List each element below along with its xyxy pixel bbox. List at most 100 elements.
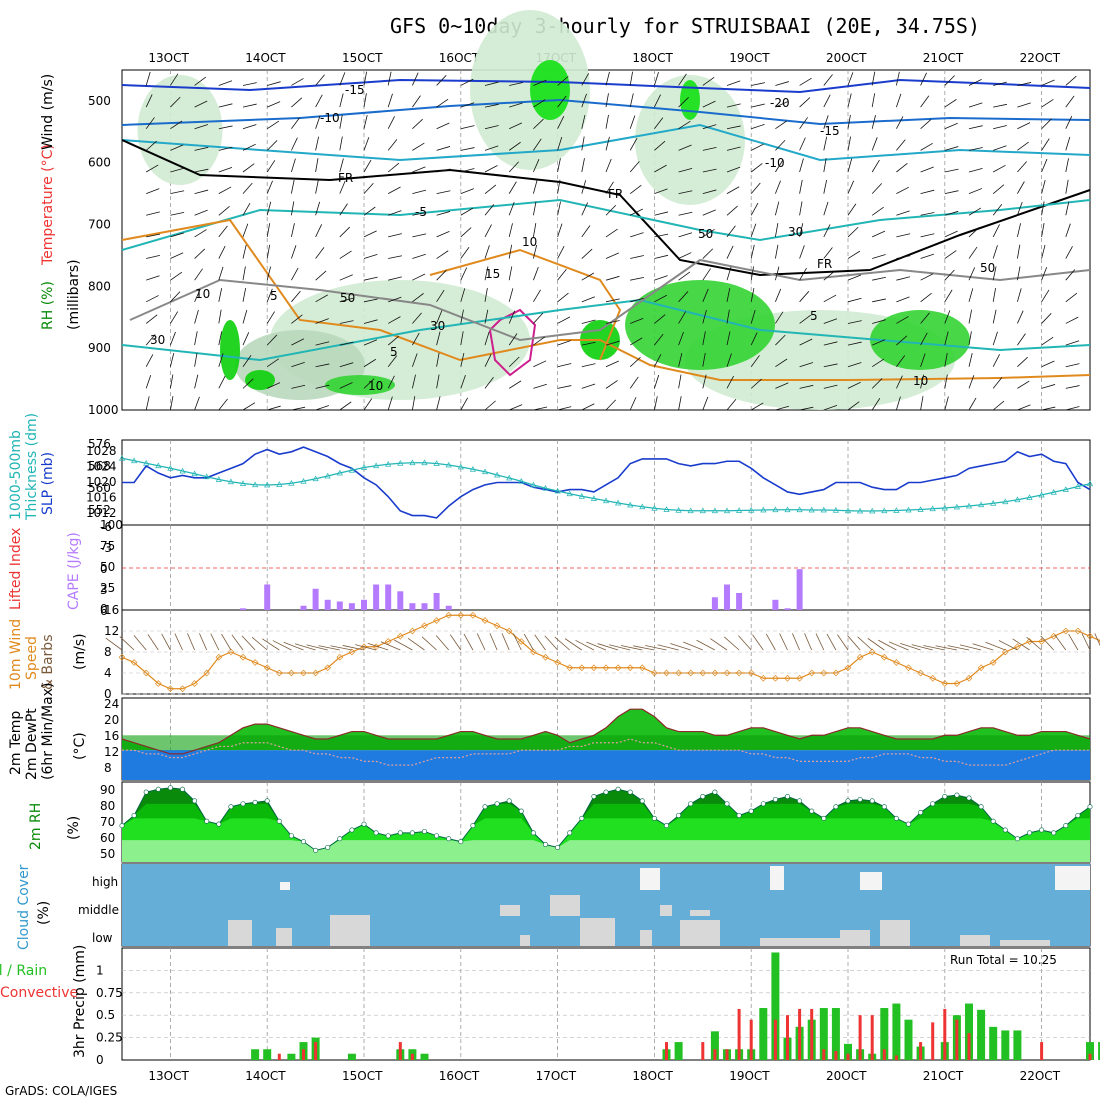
surface-wind-barb [1026,636,1042,651]
precip-conv-bar [725,1049,729,1060]
surface-wind-barb [657,644,679,651]
wind-barb [847,297,862,303]
wind-barb [218,103,233,108]
rh-marker [627,789,633,795]
rh-marker [966,795,972,801]
rh-marker [639,798,645,804]
wind-barb [678,167,693,173]
wind-barb [460,188,475,195]
wind-barb [146,255,160,259]
wind-speed-marker [227,648,235,656]
wind-barb [872,230,886,238]
thickness-marker [736,507,743,513]
wind-barb [968,288,974,302]
chart-title: GFS 0~10day 3-hourly for STRUISBAAI (20E… [390,14,980,38]
wind-speed-marker [505,627,513,635]
wind-barb [1041,223,1045,237]
wind-barb [291,158,296,173]
wind-barb [992,266,997,281]
surface-wind-barb [147,634,159,651]
wind-barb [194,168,209,173]
pressure-tick: 1000 [88,403,119,417]
wind-barb [242,163,255,173]
contour-label: -15 [345,83,365,97]
wind-barb [412,312,422,324]
wind-barb [146,295,159,303]
wind-barb [823,318,838,324]
top-date-label: 21OCT [923,51,964,65]
wind-barb [944,75,955,86]
rh-marker [313,847,319,853]
wind-barb [896,186,910,194]
rh-marker [724,801,730,807]
wind-barb [823,158,827,173]
thickness-marker [433,460,440,466]
surface-wind-barb [272,640,292,651]
wind-barb [170,96,181,108]
wind-barb [460,288,466,302]
precip-conv-bar [701,1042,705,1060]
wind-speed-marker [300,669,307,677]
rh-marker [1063,823,1069,829]
wind-speed-marker [263,664,271,672]
surface-wind-barb [1054,634,1067,651]
wind-speed-marker [965,674,973,682]
wind-barb [436,331,441,346]
rh-marker [700,794,706,800]
wind-barb [750,378,762,389]
wind-barb [654,94,661,108]
wind-barb [1041,118,1052,130]
wind-barb [968,267,976,281]
wind-speed-marker [457,611,465,619]
wind-barb [146,211,160,216]
wind-barb [896,162,908,173]
wind-barb [388,296,402,303]
contour-label: -10 [765,156,785,170]
wind-barb [751,103,765,108]
surface-wind-barb [330,645,352,651]
wind-barb [194,352,198,367]
wind-barb [896,139,906,151]
wind-barb [944,99,957,108]
rh-marker [143,789,149,795]
rh-marker [458,839,464,845]
wind-barb [266,266,271,281]
wind-barb [508,181,517,194]
surface-wind-barb [847,635,861,651]
wind-barb [678,291,689,303]
precip-total-bar [819,1008,828,1060]
surface-wind-barb [710,638,728,651]
wind-speed-marker [747,669,755,677]
wind-barb [412,293,424,303]
wind-barb [266,180,273,194]
wind-barb [1017,288,1022,302]
low-cloud-block [840,930,870,946]
wind-barb [291,267,299,281]
rh-marker [421,828,427,834]
wind-barb [920,189,935,195]
wind-barb [412,332,420,346]
surface-wind-barb [231,634,244,651]
wind-barb [291,245,297,259]
contour-line [121,198,1091,251]
wind-barb [775,81,789,86]
wind-barb [388,255,403,259]
wind-barb [363,276,378,281]
wind-barb [509,404,523,411]
wind-barb [291,384,306,389]
rh-marker [809,808,815,814]
surface-wind-barb [342,645,365,651]
wind-barb [315,201,321,216]
wind-barb [630,208,643,216]
precip-conv-bar [713,1049,717,1060]
wind-barb [896,355,906,367]
rh-marker [494,801,500,807]
wind-barb [242,332,250,346]
wind-barb [799,201,803,216]
wind-barb [750,182,761,194]
wind-barb [702,396,709,411]
thickness-marker [663,506,670,512]
wind-barb [557,116,565,129]
wind-barb [509,102,523,108]
thickness-marker [675,507,682,513]
